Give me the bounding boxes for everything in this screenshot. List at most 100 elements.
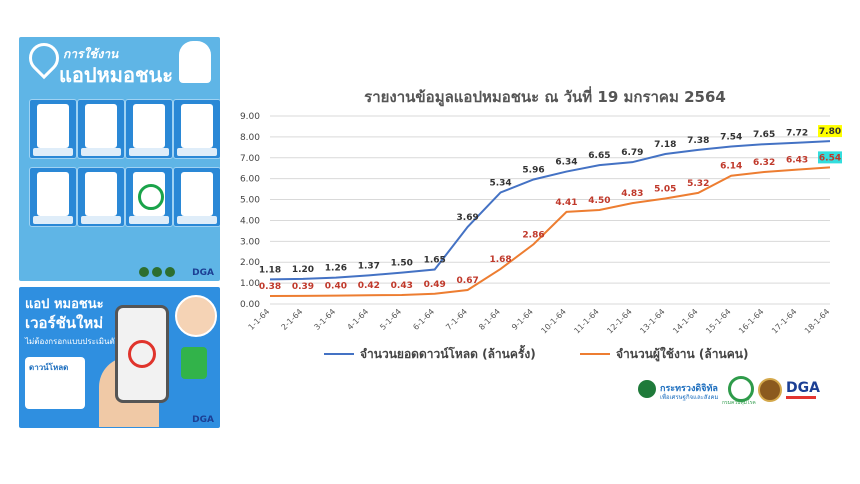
data-label: 0.42 (358, 281, 380, 291)
y-tick-label: 9.00 (240, 112, 260, 122)
guide-step-7 (125, 167, 173, 227)
poster-dga-logo: DGA (192, 268, 214, 278)
data-label: 1.65 (424, 256, 446, 266)
data-label: 1.20 (292, 265, 314, 275)
new-version-subtitle: ไม่ต้องกรอกแบบประเมินตัวเองแล้ว (25, 337, 146, 346)
data-label: 7.38 (687, 136, 709, 146)
poster-title-large: แอปหมอชนะ (59, 63, 173, 87)
highlight-box (818, 125, 842, 138)
poster-bottom-dga-logo: DGA (192, 415, 214, 425)
guide-step-1 (29, 99, 77, 159)
guide-step-3 (125, 99, 173, 159)
data-label: 5.05 (654, 185, 676, 195)
x-tick-label: 8-1-64 (477, 307, 502, 332)
y-tick-label: 1.00 (240, 279, 260, 289)
y-tick-label: 7.00 (240, 154, 260, 164)
data-label: 1.50 (391, 259, 413, 269)
data-labels: 1.18 1.20 1.26 1.37 1.50 1.65 3.69 5.34 5.96 6.34… (259, 125, 842, 292)
data-label: 6.65 (588, 151, 610, 161)
phone-illustration (115, 305, 169, 403)
data-label: 6.54 (819, 153, 841, 163)
x-tick-label: 9-1-64 (510, 307, 535, 332)
data-label: 6.14 (720, 162, 742, 172)
guide-step-8 (173, 167, 220, 227)
legend-label: จำนวนยอดดาวน์โหลด (ล้านครั้ง) (360, 344, 536, 361)
data-label: 1.18 (259, 265, 281, 275)
guide-step-5 (29, 167, 77, 227)
series-line-2 (269, 166, 831, 298)
x-tick-label: 2-1-64 (280, 307, 305, 332)
highlight-box (818, 151, 842, 164)
y-tick-label: 3.00 (240, 237, 260, 247)
download-qr-box: ดาวน์โหลด (25, 357, 85, 409)
data-label: 7.80 (819, 127, 841, 137)
x-tick-label: 7-1-64 (444, 307, 469, 332)
ministry-name: กระทรวงดิจิทัล (660, 384, 718, 394)
data-label: 6.43 (786, 156, 808, 166)
y-tick-label: 8.00 (240, 133, 260, 143)
guide-step-2 (77, 99, 125, 159)
data-label: 4.50 (588, 196, 610, 206)
dga-logo: DGA (786, 380, 820, 396)
moph-logo-icon (728, 376, 754, 402)
data-label: 0.67 (457, 276, 479, 286)
x-axis-ticks: 1-1-64 2-1-64 3-1-64 4-1-64 5-1-64 6-1-64 7-1-… (247, 307, 832, 335)
data-label: 5.34 (489, 178, 511, 188)
data-label: 5.32 (687, 179, 709, 189)
x-tick-label: 3-1-64 (312, 307, 337, 332)
poster-logos (139, 267, 175, 277)
y-tick-label: 4.00 (240, 216, 260, 226)
x-tick-label: 1-1-64 (247, 307, 272, 332)
ministry-subtitle: เพื่อเศรษฐกิจและสังคม (660, 394, 719, 401)
data-label: 0.49 (424, 280, 446, 290)
data-label: 4.83 (621, 189, 643, 199)
data-label: 7.54 (720, 132, 742, 142)
series-line-1 (269, 140, 831, 281)
doctor-illustration-icon (179, 41, 211, 83)
dga-logo-bar (786, 396, 816, 399)
x-tick-label: 4-1-64 (345, 307, 370, 332)
x-tick-label: 5-1-64 (378, 307, 403, 332)
x-tick-label: 18-1-64 (803, 307, 831, 335)
data-label: 1.37 (358, 261, 380, 271)
cross-icon (128, 340, 156, 368)
data-label: 6.79 (621, 148, 643, 158)
y-tick-label: 5.00 (240, 196, 260, 206)
data-label: 0.39 (292, 282, 314, 292)
legend-label: จำนวนผู้ใช้งาน (ล้านคน) (616, 346, 748, 362)
chart-title: รายงานข้อมูลแอปหมอชนะ ณ วันที่ 19 มกราคม… (364, 86, 726, 107)
data-label: 7.65 (753, 130, 775, 140)
y-tick-label: 2.00 (240, 258, 260, 268)
series-lines (269, 140, 831, 298)
x-tick-label: 17-1-64 (770, 307, 798, 335)
data-label: 2.86 (522, 230, 544, 240)
data-label: 0.40 (325, 282, 347, 292)
chart-legend: จำนวนยอดดาวน์โหลด (ล้านครั้ง) จำนวนผู้ใช้… (324, 344, 748, 362)
usage-guide-poster: การใช้งาน แอปหมอชนะ DGA (19, 37, 220, 281)
seal-logo-icon (758, 378, 782, 402)
battery-icon (181, 347, 207, 379)
new-version-title-1: แอป หมอชนะ (25, 297, 104, 312)
data-label: 5.96 (522, 166, 544, 176)
new-version-poster: แอป หมอชนะ เวอร์ชันใหม่ ไม่ต้องกรอกแบบปร… (19, 287, 220, 428)
y-axis-ticks: 0.00 1.00 2.00 3.00 4.00 5.00 6.00 7.00 8.00 9.00 (240, 112, 260, 310)
x-tick-label: 6-1-64 (411, 307, 436, 332)
data-label: 3.69 (457, 213, 479, 223)
app-usage-line-chart: รายงานข้อมูลแอปหมอชนะ ณ วันที่ 19 มกราคม… (240, 86, 842, 362)
y-tick-label: 6.00 (240, 175, 260, 185)
check-icon (138, 184, 164, 210)
x-tick-label: 14-1-64 (671, 307, 699, 335)
data-label: 7.18 (654, 140, 676, 150)
data-label: 0.38 (259, 282, 281, 292)
data-label: 6.32 (753, 158, 775, 168)
data-label: 1.68 (489, 255, 511, 265)
data-label: 6.34 (555, 158, 577, 168)
presenter-avatar (175, 295, 217, 337)
moph-subtitle: กรมควบคุมโรค (722, 400, 756, 406)
download-label: ดาวน์โหลด (29, 363, 69, 372)
x-tick-label: 10-1-64 (539, 307, 567, 335)
x-tick-label: 13-1-64 (638, 307, 666, 335)
x-tick-label: 12-1-64 (605, 307, 633, 335)
data-label: 0.43 (391, 281, 413, 291)
x-tick-label: 16-1-64 (737, 307, 765, 335)
